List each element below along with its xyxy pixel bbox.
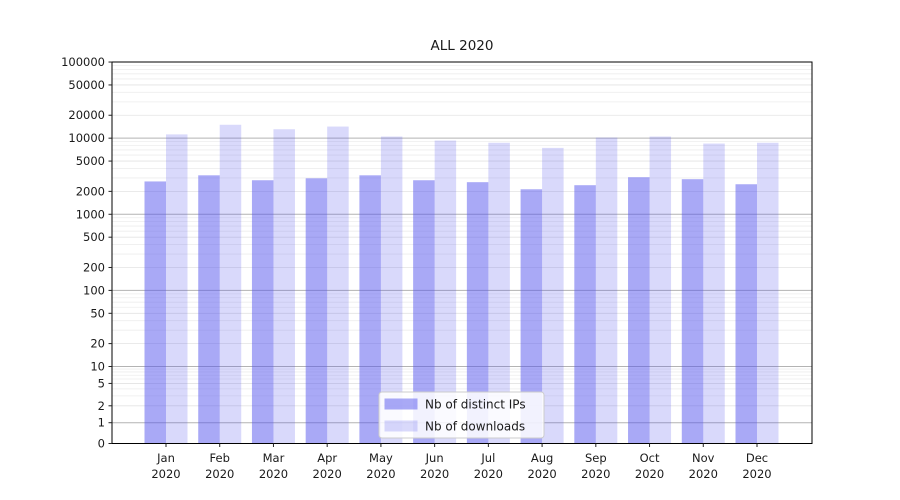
x-tick-label-may-year: 2020 xyxy=(366,467,395,481)
y-tick-label-100: 100 xyxy=(83,283,105,297)
legend-label-nb-of-distinct-ips: Nb of distinct IPs xyxy=(425,398,526,412)
y-tick-label-20: 20 xyxy=(90,337,105,351)
x-tick-label-aug-year: 2020 xyxy=(527,467,556,481)
x-tick-label-feb-year: 2020 xyxy=(205,467,234,481)
x-tick-label-nov-year: 2020 xyxy=(689,467,718,481)
x-tick-label-dec: Dec xyxy=(746,451,768,465)
bar-nov-nb-of-distinct-ips xyxy=(681,179,704,444)
bar-feb-nb-of-distinct-ips xyxy=(198,175,220,444)
x-tick-label-jun: Jun xyxy=(425,451,444,465)
bar-oct-nb-of-distinct-ips xyxy=(628,177,650,444)
bar-jan-nb-of-downloads xyxy=(166,134,188,444)
x-tick-label-mar-year: 2020 xyxy=(259,467,288,481)
y-tick-label-10000: 10000 xyxy=(68,131,105,145)
bar-jul-nb-of-distinct-ips xyxy=(466,182,489,444)
y-tick-label-200: 200 xyxy=(83,260,105,274)
bar-jan-nb-of-distinct-ips xyxy=(144,181,166,444)
bar-apr-nb-of-downloads xyxy=(327,126,349,444)
bar-mar-nb-of-distinct-ips xyxy=(251,180,274,444)
bar-jun-nb-of-downloads xyxy=(434,140,457,444)
plot-frame xyxy=(111,61,813,444)
legend-box xyxy=(378,391,545,439)
x-tick-label-apr: Apr xyxy=(317,451,337,465)
y-tick-label-10: 10 xyxy=(90,360,105,374)
bar-oct-nb-of-downloads xyxy=(649,136,672,444)
x-tick-label-nov: Nov xyxy=(692,451,715,465)
x-tick-label-may: May xyxy=(369,451,393,465)
y-tick-label-2: 2 xyxy=(98,399,105,413)
legend-swatch-nb-of-distinct-ips xyxy=(384,398,418,410)
bar-dec-nb-of-distinct-ips xyxy=(735,184,757,444)
y-tick-label-50: 50 xyxy=(90,306,105,320)
x-tick-label-aug: Aug xyxy=(531,451,553,465)
y-tick-label-500: 500 xyxy=(83,230,105,244)
legend-label-nb-of-downloads: Nb of downloads xyxy=(425,420,525,434)
y-tick-label-5000: 5000 xyxy=(76,154,105,168)
y-tick-label-5: 5 xyxy=(98,376,105,390)
bar-apr-nb-of-distinct-ips xyxy=(305,178,328,444)
x-tick-label-jul: Jul xyxy=(480,451,495,465)
bar-may-nb-of-downloads xyxy=(380,136,403,444)
bar-aug-nb-of-distinct-ips xyxy=(520,189,543,444)
bar-nov-nb-of-downloads xyxy=(703,143,725,444)
x-tick-label-dec-year: 2020 xyxy=(742,467,771,481)
y-tick-label-100000: 100000 xyxy=(61,55,105,69)
y-tick-label-20000: 20000 xyxy=(68,108,105,122)
bar-aug-nb-of-downloads xyxy=(542,147,564,444)
bar-sep-nb-of-distinct-ips xyxy=(574,185,596,444)
x-tick-label-jan: Jan xyxy=(156,451,175,465)
x-tick-label-feb: Feb xyxy=(210,451,230,465)
bar-mar-nb-of-downloads xyxy=(273,129,295,444)
y-tick-label-0: 0 xyxy=(98,437,105,451)
bar-feb-nb-of-downloads xyxy=(219,124,242,444)
bar-may-nb-of-distinct-ips xyxy=(359,175,381,444)
bar-sep-nb-of-downloads xyxy=(595,137,618,444)
bar-dec-nb-of-downloads xyxy=(757,142,779,444)
x-tick-label-sep: Sep xyxy=(585,451,607,465)
legend-swatch-nb-of-downloads xyxy=(384,420,418,432)
y-tick-label-1000: 1000 xyxy=(76,207,105,221)
y-tick-label-50000: 50000 xyxy=(68,78,105,92)
x-tick-label-oct: Oct xyxy=(640,451,660,465)
bar-jul-nb-of-downloads xyxy=(488,142,510,444)
x-tick-label-mar: Mar xyxy=(263,451,285,465)
x-tick-label-oct-year: 2020 xyxy=(635,467,664,481)
y-tick-label-1: 1 xyxy=(98,416,105,430)
x-tick-label-jul-year: 2020 xyxy=(474,467,503,481)
y-tick-label-2000: 2000 xyxy=(76,184,105,198)
x-tick-label-apr-year: 2020 xyxy=(313,467,342,481)
chart-title: ALL 2020 xyxy=(431,38,494,54)
x-tick-label-jun-year: 2020 xyxy=(420,467,449,481)
x-tick-label-jan-year: 2020 xyxy=(151,467,180,481)
bar-jun-nb-of-distinct-ips xyxy=(413,180,435,444)
x-tick-label-sep-year: 2020 xyxy=(581,467,610,481)
